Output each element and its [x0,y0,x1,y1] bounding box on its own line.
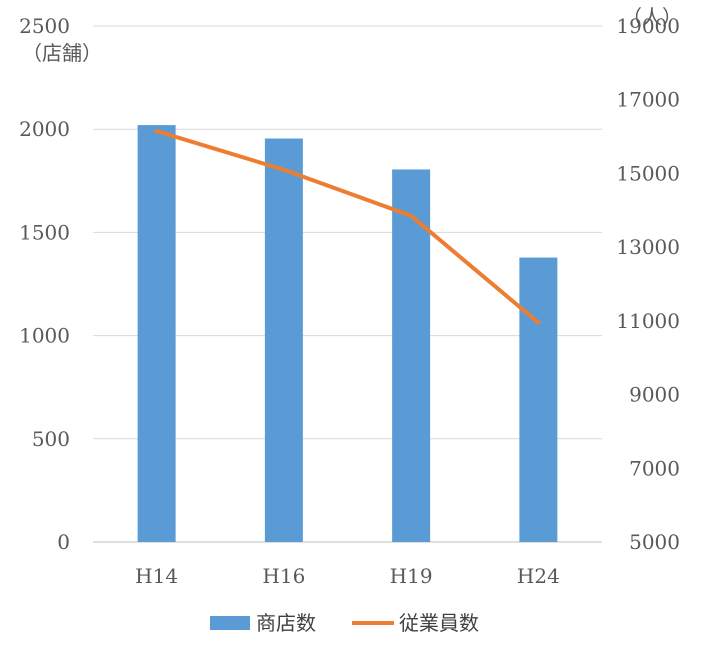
right-axis-tick-label: 7000 [629,456,680,480]
category-label: H16 [262,564,305,588]
right-axis-tick-label: 5000 [629,530,680,554]
left-axis-tick-label: 2000 [19,117,70,141]
left-axis-tick-label: 2500 [19,14,70,38]
category-label: H24 [517,564,560,588]
bars [137,125,558,543]
category-label: H14 [135,564,178,588]
bar [137,125,176,543]
right-axis-unit-label: （人） [622,5,682,29]
legend-bar-label: 商店数 [256,611,316,635]
left-axis-tick-label: 1000 [19,324,70,348]
bar [264,138,303,542]
bar [519,257,558,542]
right-axis-tick-label: 19000 [616,14,680,38]
left-axis-ticks: 0 500 1000 1500 2000 2500 [19,14,70,554]
legend-line-label: 従業員数 [399,611,479,635]
right-axis-tick-label: 13000 [616,235,680,259]
left-axis-unit-label: （店舗） [22,41,102,65]
right-axis-tick-label: 15000 [616,161,680,185]
legend: 商店数 従業員数 [210,611,479,635]
right-axis-tick-label: 9000 [629,383,680,407]
left-axis-tick-label: 0 [57,530,70,554]
right-axis-ticks: 5000 7000 9000 11000 13000 15000 17000 19000 [616,14,680,554]
left-axis-tick-label: 500 [32,427,70,451]
gridlines [93,25,602,543]
left-axis-tick-label: 1500 [19,220,70,244]
right-axis-tick-label: 11000 [616,309,680,333]
right-axis-tick-label: 17000 [616,88,680,112]
category-labels: H14 H16 H19 H24 [135,564,560,588]
bar [392,169,431,542]
category-label: H19 [390,564,433,588]
legend-bar-swatch [210,616,250,630]
line-series [154,129,541,325]
line-series-path [154,129,541,325]
